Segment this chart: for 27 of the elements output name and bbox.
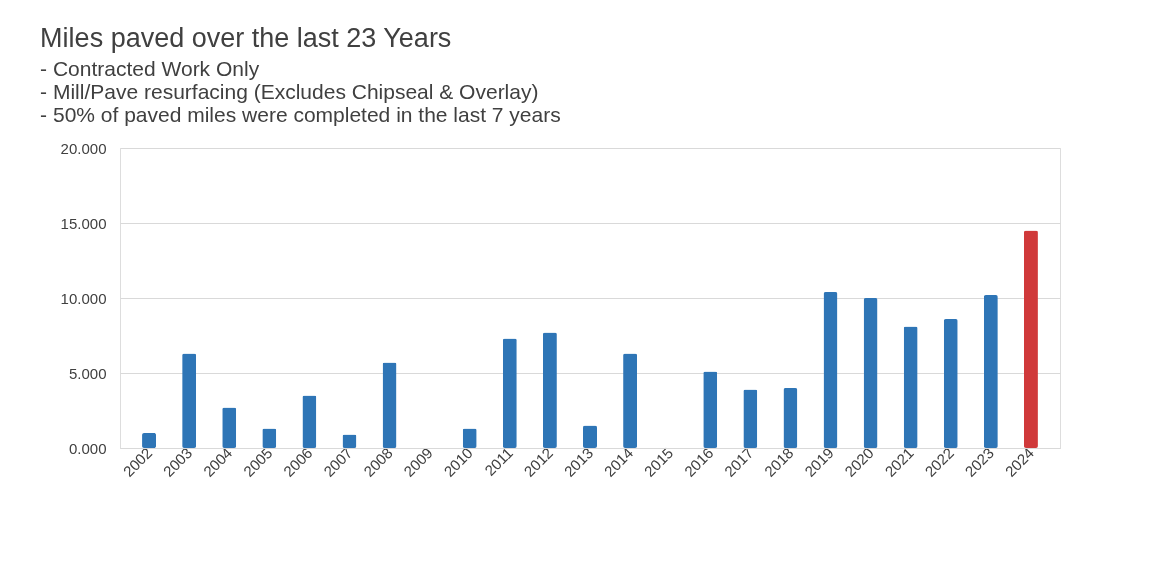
chart-title: Miles paved over the last 23 Years <box>40 23 452 53</box>
bar <box>903 326 918 448</box>
bar <box>783 388 798 448</box>
bar <box>823 292 838 448</box>
bar <box>182 353 197 448</box>
bar <box>623 353 638 448</box>
bar <box>382 362 397 448</box>
text: - 50% of paved miles were completed in the last 7 years <box>40 103 561 126</box>
bar <box>142 433 157 448</box>
bar <box>863 298 878 448</box>
bar <box>542 332 557 448</box>
text: - Mill/Pave resurfacing (Excludes Chipseal & Overlay) <box>40 80 539 103</box>
bar <box>983 295 998 448</box>
bar <box>222 407 237 448</box>
y-tick-label: 10.000 <box>60 289 107 307</box>
y-tick-label: 15.000 <box>60 214 107 232</box>
bar <box>583 425 597 448</box>
y-tick-label: 5.000 <box>68 364 107 382</box>
bar <box>1023 230 1038 448</box>
bar <box>302 395 317 448</box>
bar <box>743 389 758 448</box>
text: - Contracted Work Only <box>40 57 260 80</box>
y-tick-label: 0.000 <box>68 439 107 457</box>
bar <box>943 319 958 448</box>
bar <box>502 338 517 448</box>
y-tick-label: 20.000 <box>60 139 107 157</box>
bar <box>703 371 718 448</box>
